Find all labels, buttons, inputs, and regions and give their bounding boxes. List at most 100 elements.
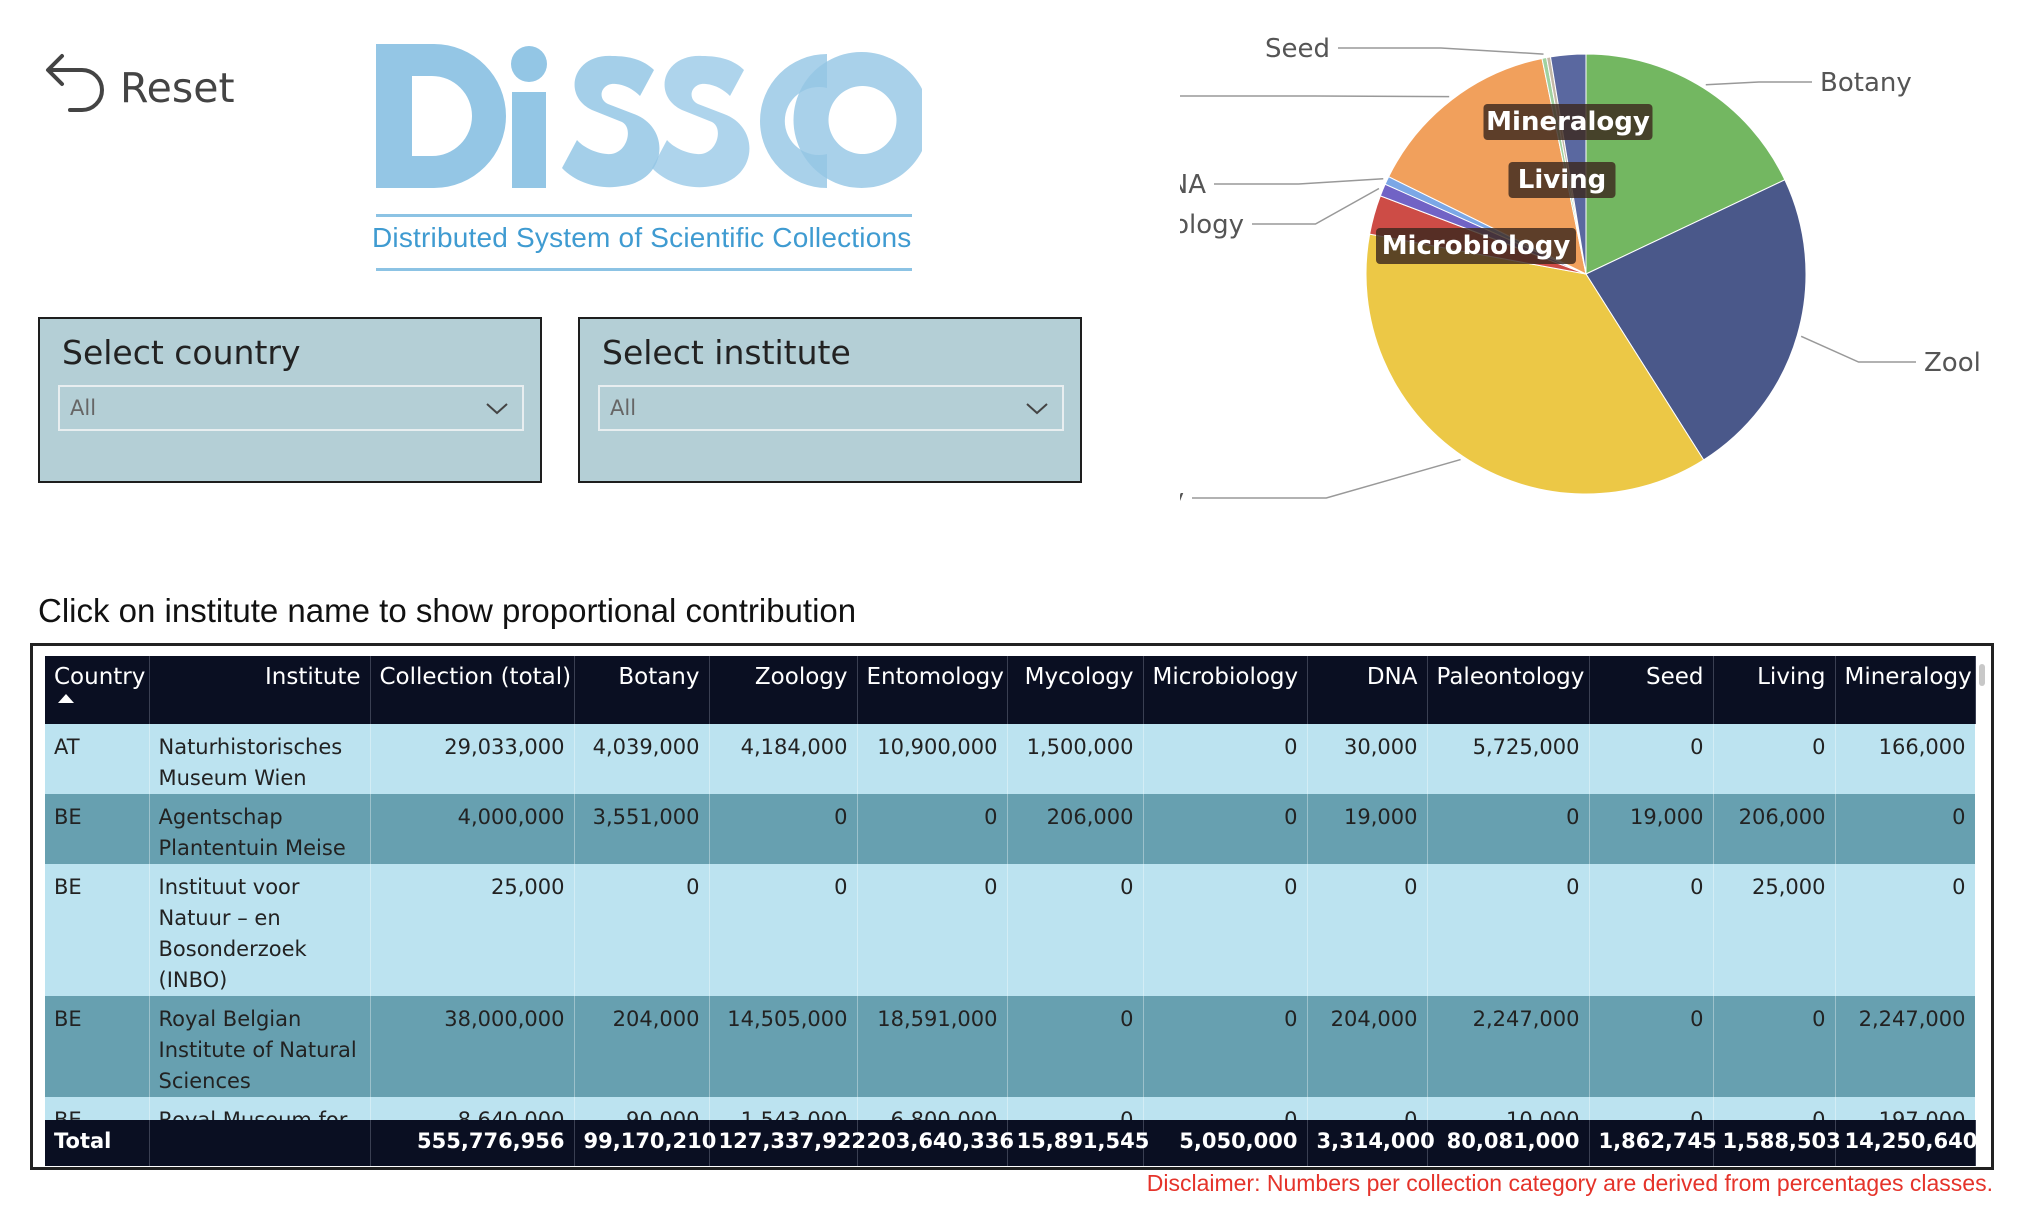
scroll-thumb[interactable] [1979,664,1985,686]
table-cell: 25,000 [370,864,575,996]
table-cell: 38,000,000 [370,996,575,1097]
institute-name-cell[interactable]: Agentschap Plantentuin Meise [149,794,371,864]
table-row[interactable]: BE Royal Belgian Institute of Natural Sci… [45,996,1976,1097]
column-header-zoology[interactable]: Zoology [709,656,858,724]
column-header-seed[interactable]: Seed [1589,656,1714,724]
table-cell: AT [45,724,150,794]
svg-text:Mineralogy: Mineralogy [1486,107,1650,137]
pie-label-mycology: Mycology [1180,210,1244,240]
reset-label: Reset [120,64,235,112]
column-header-botany[interactable]: Botany [574,656,710,724]
svg-text:Living: Living [1518,165,1606,195]
country-slicer-title: Select country [62,333,301,372]
table-cell: 30,000 [1307,724,1428,794]
total-cell: 1,588,503 [1713,1120,1841,1166]
table-cell: 29,033,000 [370,724,575,794]
country-dropdown[interactable]: All [58,385,524,431]
table-cell: 5,725,000 [1427,724,1590,794]
table-cell: 0 [1713,996,1836,1097]
chevron-down-icon [1026,403,1048,415]
institute-table-grid: Country Institute Collection (total) Botany… [45,656,1976,1136]
institute-dropdown-value: All [610,396,637,420]
leader-line-zoology [1800,335,1916,363]
column-header-microbiology[interactable]: Microbiology [1143,656,1308,724]
total-cell [149,1120,371,1166]
total-cell: 127,337,922 [709,1120,866,1166]
pie-label-dna: DNA [1180,170,1206,200]
table-cell: 0 [1713,724,1836,794]
table-cell: 0 [1427,864,1590,996]
pie-label-zoology: Zoology [1924,348,1980,378]
table-cell: 166,000 [1835,724,1976,794]
table-cell: 4,000,000 [370,794,575,864]
table-cell: 19,000 [1307,794,1428,864]
column-header-entomology[interactable]: Entomology [857,656,1008,724]
table-cell: 206,000 [1007,794,1144,864]
instruction-text: Click on institute name to show proporti… [38,592,857,629]
column-header-country[interactable]: Country [45,656,150,724]
total-cell: 1,862,745 [1589,1120,1717,1166]
table-cell: 18,591,000 [857,996,1008,1097]
leader-line-mycology [1252,187,1380,225]
column-header-institute[interactable]: Institute [149,656,371,724]
pie-data-label-living: Living [1508,162,1616,198]
table-cell: 3,551,000 [574,794,710,864]
table-cell: 14,505,000 [709,996,858,1097]
table-cell: 0 [1835,864,1976,996]
table-cell: 0 [1589,864,1714,996]
disclaimer: Disclaimer: Numbers per collection categ… [1146,1170,1993,1196]
institute-slicer: Select institute All [578,317,1082,483]
dissco-logo-mark [376,44,922,271]
table-cell: 2,247,000 [1835,996,1976,1097]
pie-label-seed: Seed [1265,34,1330,64]
table-cell: 0 [1589,996,1714,1097]
table-cell: 2,247,000 [1427,996,1590,1097]
column-header-paleontology[interactable]: Paleontology [1427,656,1590,724]
total-cell: 99,170,210 [574,1120,716,1166]
table-scrollbar[interactable] [1975,656,1985,1116]
column-header-living[interactable]: Living [1713,656,1836,724]
table-cell: 0 [1143,996,1308,1097]
table-cell: 10,900,000 [857,724,1008,794]
total-cell: 14,250,640 [1835,1120,1977,1166]
table-total-row: Total 555,776,956 99,170,210 127,337,922 203… [45,1120,1977,1166]
table-row[interactable]: BE Instituut voor Natuur – en Bosonderzoe… [45,864,1976,996]
institute-name-cell[interactable]: Royal Belgian Institute of Natural Scien… [149,996,371,1097]
institute-name-cell[interactable]: Naturhistorisches Museum Wien [149,724,371,794]
table-cell: 19,000 [1589,794,1714,864]
column-header-mineralogy[interactable]: Mineralogy [1835,656,1976,724]
pie-data-label-microbiology: Microbiology [1376,228,1576,264]
table-cell: 204,000 [1307,996,1428,1097]
table-cell: 0 [1143,794,1308,864]
pie-slice-entomology[interactable] [1365,233,1705,495]
column-header-collection-total[interactable]: Collection (total) [370,656,575,724]
table-cell: 1,500,000 [1007,724,1144,794]
leader-line-paleontology [1180,95,1450,98]
institute-name-cell[interactable]: Instituut voor Natuur – en Bosonderzoek … [149,864,371,996]
country-slicer: Select country All [38,317,542,483]
leader-line-entomology [1192,458,1461,499]
table-cell: 0 [574,864,710,996]
pie-label-botany: Botany [1820,68,1912,98]
table-cell: 0 [857,864,1008,996]
table-cell: 0 [1427,794,1590,864]
table-cell: 0 [1835,794,1976,864]
table-cell: 0 [709,864,858,996]
column-header-mycology[interactable]: Mycology [1007,656,1144,724]
table-row[interactable]: BE Agentschap Plantentuin Meise 4,000,000 3… [45,794,1976,864]
table-cell: 0 [1007,864,1144,996]
table-cell: 0 [857,794,1008,864]
collection-pie-chart[interactable]: SeedPaleontologyDNAMycologyBotanyZoology… [1180,26,1980,546]
table-row[interactable]: AT Naturhistorisches Museum Wien 29,033,00… [45,724,1976,794]
total-cell: 555,776,956 [370,1120,575,1166]
institute-slicer-title: Select institute [602,333,851,372]
pie-slice-zoology[interactable] [1585,179,1807,461]
column-header-dna[interactable]: DNA [1307,656,1428,724]
institute-dropdown[interactable]: All [598,385,1064,431]
table-cell: 204,000 [574,996,710,1097]
total-cell: Total [45,1120,150,1166]
institute-table: Country Institute Collection (total) Botany… [30,643,1994,1170]
reset-button[interactable]: Reset [42,50,235,126]
chevron-down-icon [486,403,508,415]
leader-line-seed [1338,47,1544,55]
